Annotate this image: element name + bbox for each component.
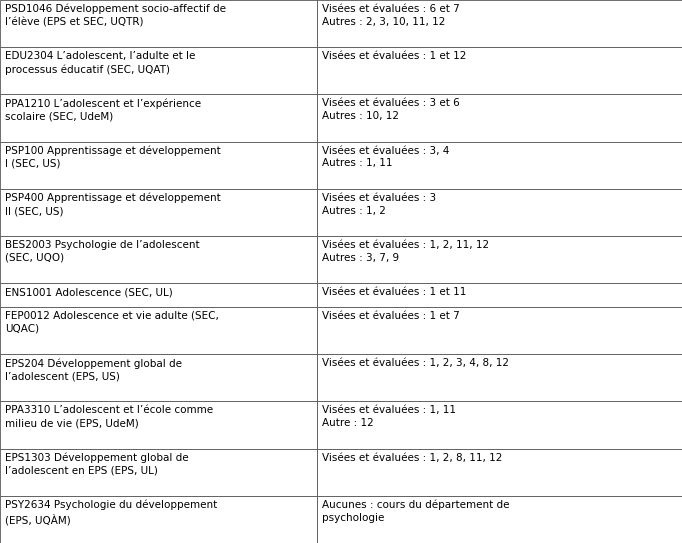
Bar <box>0 236 317 283</box>
Text: PSP100 Apprentissage et développement
I (SEC, US): PSP100 Apprentissage et développement I … <box>5 146 221 169</box>
Text: EDU2304 L’adolescent, l’adulte et le
processus éducatif (SEC, UQAT): EDU2304 L’adolescent, l’adulte et le pro… <box>5 51 195 75</box>
Bar <box>0 449 317 496</box>
Text: Visées et évaluées : 1 et 11: Visées et évaluées : 1 et 11 <box>322 287 466 298</box>
Bar <box>0 401 317 449</box>
Bar <box>0 142 317 189</box>
Text: Visées et évaluées : 3
Autres : 1, 2: Visées et évaluées : 3 Autres : 1, 2 <box>322 193 436 216</box>
Bar <box>0 189 317 236</box>
Bar <box>317 307 682 354</box>
Text: PSD1046 Développement socio-affectif de
l’élève (EPS et SEC, UQTR): PSD1046 Développement socio-affectif de … <box>5 4 226 27</box>
Text: ENS1001 Adolescence (SEC, UL): ENS1001 Adolescence (SEC, UL) <box>5 287 173 298</box>
Bar <box>317 283 682 307</box>
Bar <box>0 496 317 543</box>
Text: Visées et évaluées : 6 et 7
Autres : 2, 3, 10, 11, 12: Visées et évaluées : 6 et 7 Autres : 2, … <box>322 4 460 27</box>
Text: PPA1210 L’adolescent et l’expérience
scolaire (SEC, UdeM): PPA1210 L’adolescent et l’expérience sco… <box>5 98 201 122</box>
Bar <box>0 283 317 307</box>
Text: Visées et évaluées : 1 et 12: Visées et évaluées : 1 et 12 <box>322 51 466 61</box>
Bar <box>317 496 682 543</box>
Text: PSY2634 Psychologie du développement
(EPS, UQÀM): PSY2634 Psychologie du développement (EP… <box>5 500 218 525</box>
Text: PPA3310 L’adolescent et l’école comme
milieu de vie (EPS, UdeM): PPA3310 L’adolescent et l’école comme mi… <box>5 405 213 428</box>
Text: EPS204 Développement global de
l’adolescent (EPS, US): EPS204 Développement global de l’adolesc… <box>5 358 182 381</box>
Bar <box>317 449 682 496</box>
Bar <box>0 307 317 354</box>
Bar <box>0 0 317 47</box>
Bar <box>317 354 682 401</box>
Bar <box>317 142 682 189</box>
Text: PSP400 Apprentissage et développement
II (SEC, US): PSP400 Apprentissage et développement II… <box>5 193 221 216</box>
Text: Visées et évaluées : 1, 2, 8, 11, 12: Visées et évaluées : 1, 2, 8, 11, 12 <box>322 452 503 463</box>
Text: Visées et évaluées : 3 et 6
Autres : 10, 12: Visées et évaluées : 3 et 6 Autres : 10,… <box>322 98 460 121</box>
Bar <box>317 0 682 47</box>
Bar <box>317 401 682 449</box>
Text: Visées et évaluées : 1, 2, 11, 12
Autres : 3, 7, 9: Visées et évaluées : 1, 2, 11, 12 Autres… <box>322 240 489 263</box>
Bar <box>0 47 317 94</box>
Text: EPS1303 Développement global de
l’adolescent en EPS (EPS, UL): EPS1303 Développement global de l’adoles… <box>5 452 189 476</box>
Text: Visées et évaluées : 1, 11
Autre : 12: Visées et évaluées : 1, 11 Autre : 12 <box>322 405 456 428</box>
Text: Aucunes : cours du département de
psychologie: Aucunes : cours du département de psycho… <box>322 500 509 523</box>
Text: BES2003 Psychologie de l’adolescent
(SEC, UQO): BES2003 Psychologie de l’adolescent (SEC… <box>5 240 200 263</box>
Bar <box>317 47 682 94</box>
Text: Visées et évaluées : 3, 4
Autres : 1, 11: Visées et évaluées : 3, 4 Autres : 1, 11 <box>322 146 449 168</box>
Bar <box>317 94 682 142</box>
Bar <box>0 94 317 142</box>
Bar <box>317 236 682 283</box>
Bar <box>0 354 317 401</box>
Text: Visées et évaluées : 1 et 7: Visées et évaluées : 1 et 7 <box>322 311 460 321</box>
Bar <box>317 189 682 236</box>
Text: FEP0012 Adolescence et vie adulte (SEC,
UQAC): FEP0012 Adolescence et vie adulte (SEC, … <box>5 311 219 334</box>
Text: Visées et évaluées : 1, 2, 3, 4, 8, 12: Visées et évaluées : 1, 2, 3, 4, 8, 12 <box>322 358 509 368</box>
